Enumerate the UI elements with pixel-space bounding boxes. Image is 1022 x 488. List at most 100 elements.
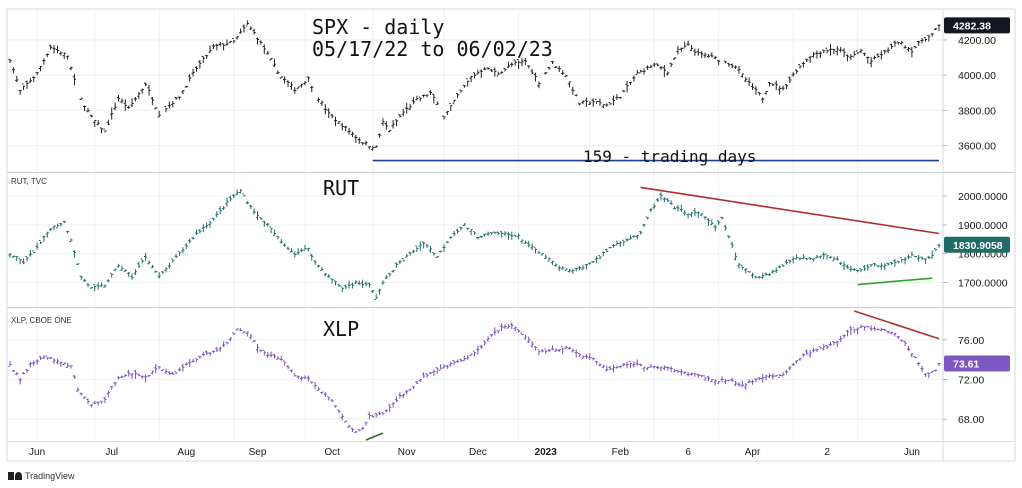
spx-ohlc-bar xyxy=(533,72,538,82)
spx-ohlc-bar xyxy=(320,100,324,106)
xlp-ohlc-bar xyxy=(194,358,199,362)
rut-ohlc-bar xyxy=(856,269,860,273)
spx-ohlc-bar xyxy=(28,77,32,83)
rut-ohlc-bar xyxy=(435,256,439,258)
xlp-ohlc-bar xyxy=(537,349,541,356)
spx-ohlc-bar xyxy=(493,67,497,77)
xlp-ohlc-bar xyxy=(191,359,195,363)
rut-ohlc-bar xyxy=(272,229,277,236)
rut-ohlc-bar xyxy=(689,212,694,218)
spx-ohlc-bar xyxy=(934,28,938,31)
rut-ohlc-bar xyxy=(906,254,911,260)
spx-ohlc-bar xyxy=(896,41,900,45)
spx-ohlc-bar xyxy=(38,66,43,72)
spx-ohlc-bar xyxy=(696,48,700,56)
rut-ohlc-bar xyxy=(242,193,246,197)
xlp-ohlc-bar xyxy=(723,378,727,385)
rut-ohlc-bar xyxy=(438,250,443,253)
rut-ohlc-bar xyxy=(333,280,338,286)
rut-ohlc-bar xyxy=(89,287,93,289)
rut-ohlc-bar xyxy=(313,260,317,265)
rut-ohlc-bar xyxy=(635,234,639,240)
spx-ohlc-bar xyxy=(856,50,860,55)
chart-title: SPX - daily xyxy=(312,15,445,39)
xlp-ohlc-bar xyxy=(923,373,928,377)
rut-ohlc-bar xyxy=(923,258,928,264)
xlp-ohlc-bar xyxy=(879,327,883,332)
rut-ohlc-bar xyxy=(52,225,56,230)
spx-ohlc-bar xyxy=(269,57,273,61)
spx-ohlc-bar xyxy=(883,49,887,55)
xlp-ohlc-bar xyxy=(845,329,850,337)
xlp-ohlc-bar xyxy=(160,369,165,372)
rut-ohlc-bar xyxy=(205,222,209,229)
rut-ohlc-bar xyxy=(493,231,497,234)
spx-ohlc-bar xyxy=(679,47,683,53)
spx-ohlc-bar xyxy=(262,44,266,55)
rut-ohlc-bar xyxy=(133,269,138,276)
tradingview-brand: TradingView xyxy=(8,471,75,481)
rut-ohlc-bar xyxy=(937,243,941,248)
xlp-ohlc-bar xyxy=(710,379,714,383)
spx-ohlc-bar xyxy=(835,45,839,56)
rut-ohlc-bar xyxy=(862,265,867,271)
chart-frame xyxy=(6,8,1016,462)
xlp-ohlc-bar xyxy=(896,335,900,340)
spx-y-tick-label: 3800.00 xyxy=(958,105,996,117)
rut-ohlc-bar xyxy=(177,250,182,256)
spx-ohlc-bar xyxy=(832,48,836,54)
rut-ohlc-bar xyxy=(869,264,873,267)
xlp-ohlc-bar xyxy=(347,424,351,428)
rut-ohlc-bar xyxy=(798,257,802,261)
spx-ohlc-bar xyxy=(381,118,385,126)
spx-ohlc-bar xyxy=(500,71,504,74)
xlp-ohlc-bar xyxy=(564,345,568,349)
xlp-ohlc-bar xyxy=(635,359,639,366)
spx-ohlc-bar xyxy=(177,96,182,100)
rut-ohlc-bar xyxy=(618,240,622,248)
rut-ohlc-bar xyxy=(818,255,822,259)
xlp-ohlc-bar xyxy=(310,381,314,384)
rut-ohlc-bar xyxy=(466,227,470,231)
xlp-ohlc-bar xyxy=(45,355,49,360)
spx-ohlc-bar xyxy=(845,54,850,62)
xlp-ohlc-bar xyxy=(418,379,422,383)
rut-ohlc-bar xyxy=(245,201,249,205)
spx-y-tick-label: 4200.00 xyxy=(958,35,996,47)
spx-ohlc-bar xyxy=(408,104,412,110)
spx-ohlc-bar xyxy=(415,95,419,101)
rut-ohlc-bar xyxy=(510,231,514,240)
spx-ohlc-bar xyxy=(622,90,626,93)
xlp-ohlc-bar xyxy=(205,350,209,355)
rut-ohlc-bar xyxy=(503,231,507,236)
rut-ohlc-bar xyxy=(140,258,144,264)
spx-ohlc-bar xyxy=(703,52,707,58)
rut-ohlc-bar xyxy=(710,219,714,226)
xlp-ohlc-bar xyxy=(615,365,619,369)
rut-ohlc-bar xyxy=(225,197,229,207)
rut-ohlc-bar xyxy=(306,247,310,252)
spx-ohlc-bar xyxy=(632,75,636,82)
rut-ohlc-bar xyxy=(513,234,517,238)
xlp-ohlc-bar xyxy=(628,361,633,369)
xlp-ohlc-bar xyxy=(333,405,338,408)
rut-ohlc-bar xyxy=(788,259,792,264)
xlp-ohlc-bar xyxy=(364,421,368,426)
x-tick-label: Jun xyxy=(904,447,920,458)
xlp-ohlc-bar xyxy=(883,329,887,331)
rut-ohlc-bar xyxy=(601,251,605,257)
xlp-ohlc-bar xyxy=(394,396,399,403)
xlp-ohlc-bar xyxy=(211,350,216,353)
xlp-ohlc-bar xyxy=(642,366,646,372)
x-tick-label: 2 xyxy=(824,447,830,458)
spx-ohlc-bar xyxy=(116,94,121,102)
rut-ohlc-bar xyxy=(293,251,297,258)
xlp-ohlc-bar xyxy=(842,334,846,339)
rut-ohlc-bar xyxy=(496,231,500,235)
xlp-y-tick-label: 76.00 xyxy=(958,335,984,347)
rut-ohlc-bar xyxy=(154,270,158,273)
xlp-ohlc-bar xyxy=(232,332,236,335)
tradingview-logo-icon xyxy=(8,472,22,480)
spx-ohlc-bar xyxy=(591,98,595,107)
spx-ohlc-bar xyxy=(303,80,307,86)
